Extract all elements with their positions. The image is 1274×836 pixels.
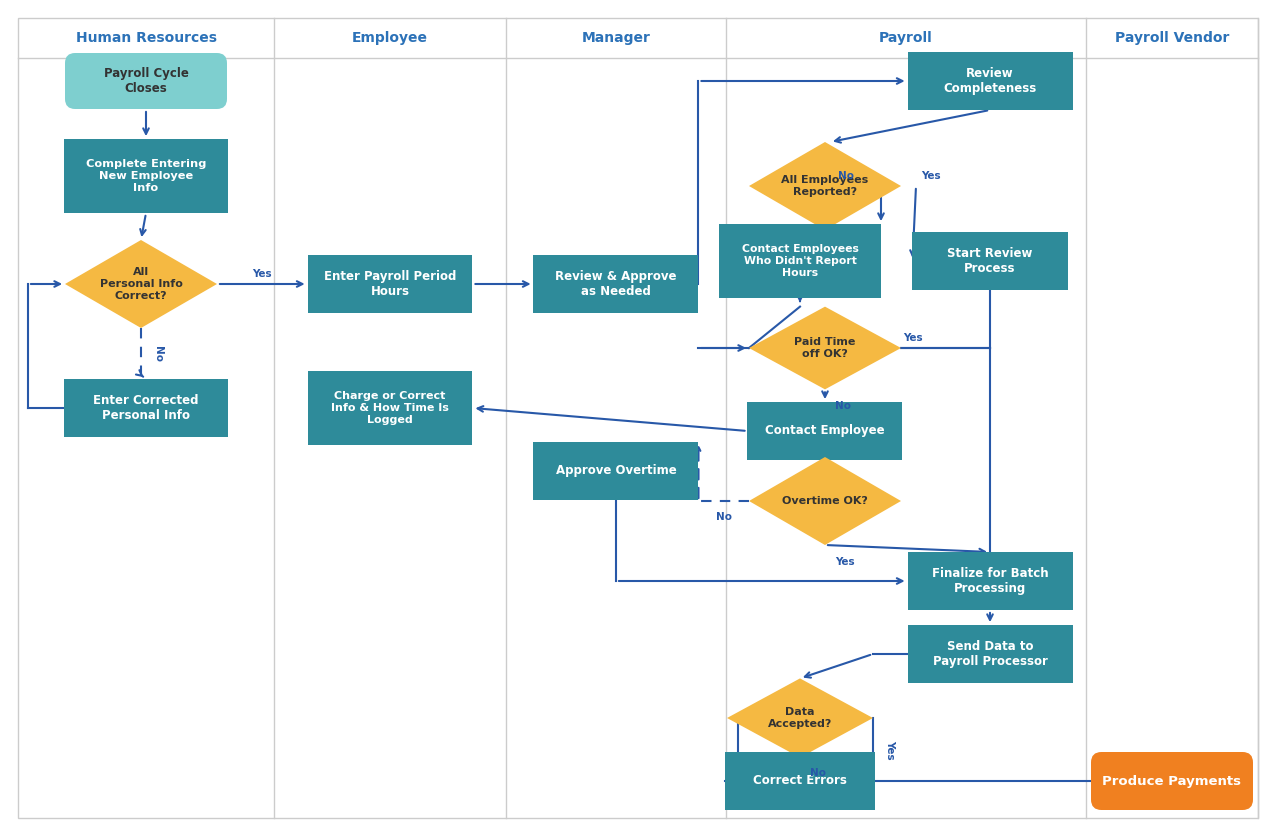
FancyBboxPatch shape <box>64 139 228 213</box>
Text: Yes: Yes <box>252 269 273 279</box>
Text: Enter Corrected
Personal Info: Enter Corrected Personal Info <box>93 394 199 422</box>
Text: Produce Payments: Produce Payments <box>1102 774 1241 788</box>
Text: Contact Employees
Who Didn't Report
Hours: Contact Employees Who Didn't Report Hour… <box>741 244 859 278</box>
Polygon shape <box>65 240 217 328</box>
Text: Data
Accepted?: Data Accepted? <box>768 707 832 729</box>
Text: All Employees
Reported?: All Employees Reported? <box>781 176 869 196</box>
FancyBboxPatch shape <box>907 625 1073 683</box>
Polygon shape <box>727 678 873 757</box>
Text: Send Data to
Payroll Processor: Send Data to Payroll Processor <box>933 640 1047 668</box>
Text: Approve Overtime: Approve Overtime <box>555 465 676 477</box>
Text: No: No <box>153 345 163 361</box>
Polygon shape <box>749 142 901 230</box>
Text: No: No <box>716 512 731 522</box>
FancyBboxPatch shape <box>748 402 902 460</box>
FancyBboxPatch shape <box>725 752 875 810</box>
FancyBboxPatch shape <box>1091 752 1254 810</box>
Polygon shape <box>749 457 901 545</box>
Text: Enter Payroll Period
Hours: Enter Payroll Period Hours <box>324 270 456 298</box>
FancyBboxPatch shape <box>907 552 1073 610</box>
FancyBboxPatch shape <box>307 255 473 313</box>
Text: No: No <box>838 171 854 181</box>
Text: Finalize for Batch
Processing: Finalize for Batch Processing <box>931 567 1049 595</box>
Text: Manager: Manager <box>581 31 651 45</box>
Text: Payroll: Payroll <box>879 31 933 45</box>
Text: Payroll Vendor: Payroll Vendor <box>1115 31 1229 45</box>
Text: Review
Completeness: Review Completeness <box>943 67 1037 95</box>
Text: Employee: Employee <box>352 31 428 45</box>
FancyBboxPatch shape <box>907 52 1073 110</box>
Text: Complete Entering
New Employee
Info: Complete Entering New Employee Info <box>85 160 206 192</box>
FancyBboxPatch shape <box>534 255 698 313</box>
Text: Yes: Yes <box>921 171 940 181</box>
Text: Contact Employee: Contact Employee <box>766 425 885 437</box>
FancyBboxPatch shape <box>65 53 227 109</box>
Text: Yes: Yes <box>834 557 855 567</box>
Text: Charge or Correct
Info & How Time Is
Logged: Charge or Correct Info & How Time Is Log… <box>331 391 448 425</box>
FancyBboxPatch shape <box>534 442 698 500</box>
FancyBboxPatch shape <box>719 224 882 298</box>
Text: Yes: Yes <box>903 333 922 343</box>
Text: Review & Approve
as Needed: Review & Approve as Needed <box>555 270 676 298</box>
FancyBboxPatch shape <box>912 232 1068 290</box>
Text: Human Resources: Human Resources <box>75 31 217 45</box>
FancyBboxPatch shape <box>307 371 473 445</box>
Text: Paid Time
off OK?: Paid Time off OK? <box>794 337 856 359</box>
Text: No: No <box>834 401 851 411</box>
Polygon shape <box>749 307 901 390</box>
Text: Payroll Cycle
Closes: Payroll Cycle Closes <box>103 67 189 95</box>
Text: All
Personal Info
Correct?: All Personal Info Correct? <box>99 268 182 301</box>
Text: Correct Errors: Correct Errors <box>753 774 847 788</box>
Text: No: No <box>810 767 826 777</box>
Text: Yes: Yes <box>885 740 894 759</box>
Text: Start Review
Process: Start Review Process <box>948 247 1033 275</box>
FancyBboxPatch shape <box>18 18 1257 818</box>
FancyBboxPatch shape <box>64 379 228 437</box>
Text: Overtime OK?: Overtime OK? <box>782 496 868 506</box>
